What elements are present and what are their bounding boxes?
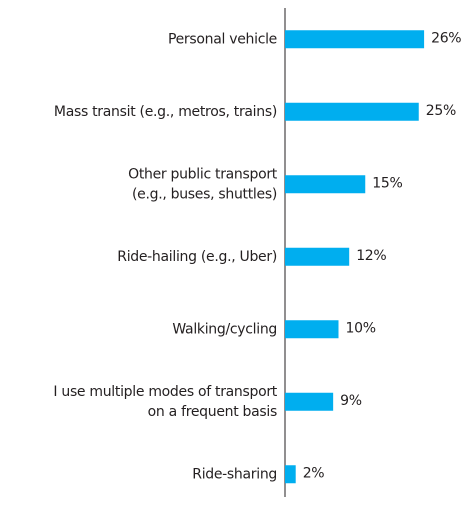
y-tick-label: Ride-hailing (e.g., Uber) xyxy=(117,249,277,265)
bar xyxy=(285,175,366,194)
value-label: 2% xyxy=(303,465,325,481)
y-tick-label: (e.g., buses, shuttles) xyxy=(132,186,277,202)
bar xyxy=(285,320,339,339)
value-label: 15% xyxy=(372,175,402,191)
y-tick-label: on a frequent basis xyxy=(148,404,277,420)
y-tick-label: Other public transport xyxy=(128,166,278,182)
y-tick-label: I use multiple modes of transport xyxy=(53,384,277,400)
value-label: 9% xyxy=(340,393,362,409)
value-label: 26% xyxy=(431,30,461,46)
y-tick-label: Walking/cycling xyxy=(172,321,277,337)
bar xyxy=(285,465,296,484)
bar xyxy=(285,247,350,266)
value-label: 12% xyxy=(356,248,386,264)
y-tick-label: Ride-sharing xyxy=(192,466,277,482)
bar xyxy=(285,30,425,49)
y-tick-label: Personal vehicle xyxy=(168,31,277,47)
bar xyxy=(285,392,334,411)
value-label: 25% xyxy=(426,103,456,119)
value-label: 10% xyxy=(346,320,376,336)
y-tick-label: Mass transit (e.g., metros, trains) xyxy=(54,104,277,120)
bar xyxy=(285,102,419,121)
